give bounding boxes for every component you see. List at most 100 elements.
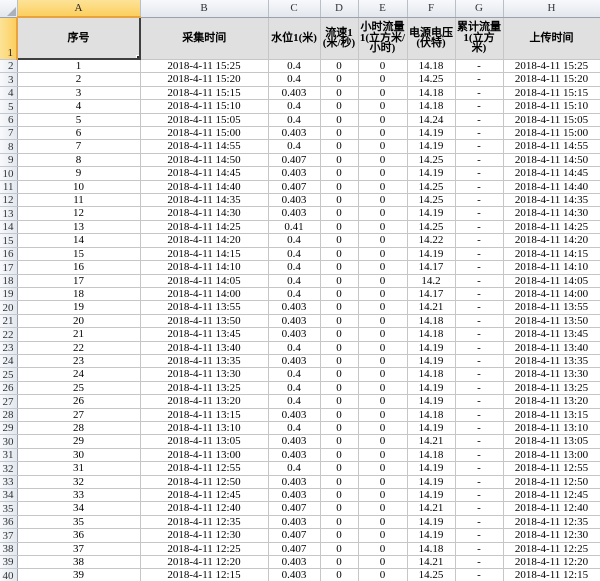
cell-B11[interactable]: 2018-4-11 14:40 [139, 179, 269, 195]
cell-A9[interactable]: 8 [16, 152, 141, 168]
row-header-23[interactable]: 23 [0, 341, 18, 355]
cell-F27[interactable]: 14.19 [406, 394, 456, 409]
row-header-17[interactable]: 17 [0, 260, 18, 275]
cell-A5[interactable]: 4 [16, 99, 141, 114]
cell-E10[interactable]: 0 [357, 166, 408, 181]
cell-C21[interactable]: 0.403 [267, 313, 321, 329]
cell-D20[interactable]: 0 [319, 300, 359, 315]
row-header-24[interactable]: 24 [0, 354, 18, 369]
cell-C23[interactable]: 0.4 [267, 340, 321, 355]
cell-B15[interactable]: 2018-4-11 14:20 [139, 233, 269, 248]
cell-E31[interactable]: 0 [357, 447, 408, 463]
cell-H9[interactable]: 2018-4-11 14:50 [502, 152, 600, 168]
cell-G17[interactable]: - [454, 260, 504, 275]
cell-D1[interactable]: 流速1(米/秒) [319, 16, 359, 60]
row-header-25[interactable]: 25 [0, 367, 18, 382]
cell-C28[interactable]: 0.403 [267, 407, 321, 422]
cell-C14[interactable]: 0.41 [267, 219, 321, 235]
row-header-40[interactable]: 40 [0, 568, 18, 581]
cell-A24[interactable]: 23 [16, 353, 141, 369]
column-header-G[interactable]: G [455, 0, 504, 18]
cell-C3[interactable]: 0.4 [267, 72, 321, 87]
cell-E28[interactable]: 0 [357, 407, 408, 422]
cell-D37[interactable]: 0 [319, 528, 359, 543]
row-header-21[interactable]: 21 [0, 314, 18, 329]
cell-A31[interactable]: 30 [16, 447, 141, 463]
cell-G15[interactable]: - [454, 233, 504, 248]
cell-A38[interactable]: 37 [16, 541, 141, 557]
cell-B24[interactable]: 2018-4-11 13:35 [139, 353, 269, 369]
cell-B19[interactable]: 2018-4-11 14:00 [139, 286, 269, 302]
cell-D27[interactable]: 0 [319, 394, 359, 409]
cell-D22[interactable]: 0 [319, 327, 359, 342]
cell-H26[interactable]: 2018-4-11 13:25 [502, 380, 600, 396]
cell-F6[interactable]: 14.24 [406, 112, 456, 128]
cell-C34[interactable]: 0.403 [267, 487, 321, 503]
row-header-31[interactable]: 31 [0, 448, 18, 463]
cell-A27[interactable]: 26 [16, 394, 141, 409]
cell-D38[interactable]: 0 [319, 541, 359, 557]
cell-A13[interactable]: 12 [16, 206, 141, 221]
cell-D32[interactable]: 0 [319, 461, 359, 476]
cell-F28[interactable]: 14.18 [406, 407, 456, 422]
cell-B9[interactable]: 2018-4-11 14:50 [139, 152, 269, 168]
row-header-5[interactable]: 5 [0, 99, 18, 114]
cell-D19[interactable]: 0 [319, 286, 359, 302]
cell-B22[interactable]: 2018-4-11 13:45 [139, 327, 269, 342]
cell-B10[interactable]: 2018-4-11 14:45 [139, 166, 269, 181]
cell-C40[interactable]: 0.403 [267, 568, 321, 581]
cell-C31[interactable]: 0.403 [267, 447, 321, 463]
cell-A7[interactable]: 6 [16, 126, 141, 141]
cell-C5[interactable]: 0.4 [267, 99, 321, 114]
row-header-8[interactable]: 8 [0, 139, 18, 154]
cell-E4[interactable]: 0 [357, 85, 408, 101]
cell-F32[interactable]: 14.19 [406, 461, 456, 476]
cell-G6[interactable]: - [454, 112, 504, 128]
cell-G3[interactable]: - [454, 72, 504, 87]
row-header-32[interactable]: 32 [0, 461, 18, 476]
cell-F30[interactable]: 14.21 [406, 434, 456, 449]
cell-F34[interactable]: 14.19 [406, 487, 456, 503]
cell-B12[interactable]: 2018-4-11 14:35 [139, 193, 269, 208]
cell-E33[interactable]: 0 [357, 474, 408, 490]
cell-A30[interactable]: 29 [16, 434, 141, 449]
cell-H14[interactable]: 2018-4-11 14:25 [502, 219, 600, 235]
cell-F39[interactable]: 14.21 [406, 555, 456, 570]
cell-F38[interactable]: 14.18 [406, 541, 456, 557]
cell-E39[interactable]: 0 [357, 555, 408, 570]
cell-C12[interactable]: 0.403 [267, 193, 321, 208]
cell-G34[interactable]: - [454, 487, 504, 503]
cell-D31[interactable]: 0 [319, 447, 359, 463]
cell-H21[interactable]: 2018-4-11 13:50 [502, 313, 600, 329]
cell-G30[interactable]: - [454, 434, 504, 449]
cell-E20[interactable]: 0 [357, 300, 408, 315]
select-all-corner[interactable] [0, 0, 18, 18]
row-header-35[interactable]: 35 [0, 501, 18, 516]
cell-C24[interactable]: 0.403 [267, 353, 321, 369]
cell-A2[interactable]: 1 [16, 58, 141, 74]
column-header-H[interactable]: H [503, 0, 600, 18]
cell-B37[interactable]: 2018-4-11 12:30 [139, 528, 269, 543]
cell-F24[interactable]: 14.19 [406, 353, 456, 369]
cell-H31[interactable]: 2018-4-11 13:00 [502, 447, 600, 463]
cell-H27[interactable]: 2018-4-11 13:20 [502, 394, 600, 409]
cell-F29[interactable]: 14.19 [406, 420, 456, 436]
cell-D39[interactable]: 0 [319, 555, 359, 570]
cell-E13[interactable]: 0 [357, 206, 408, 221]
cell-E8[interactable]: 0 [357, 139, 408, 154]
cell-B31[interactable]: 2018-4-11 13:00 [139, 447, 269, 463]
cell-F15[interactable]: 14.22 [406, 233, 456, 248]
cell-D40[interactable]: 0 [319, 568, 359, 581]
cell-B36[interactable]: 2018-4-11 12:35 [139, 514, 269, 530]
cell-H22[interactable]: 2018-4-11 13:45 [502, 327, 600, 342]
cell-D34[interactable]: 0 [319, 487, 359, 503]
cell-G23[interactable]: - [454, 340, 504, 355]
cell-H11[interactable]: 2018-4-11 14:40 [502, 179, 600, 195]
cell-B26[interactable]: 2018-4-11 13:25 [139, 380, 269, 396]
cell-G18[interactable]: - [454, 273, 504, 288]
cell-B18[interactable]: 2018-4-11 14:05 [139, 273, 269, 288]
row-header-16[interactable]: 16 [0, 247, 18, 262]
cell-E30[interactable]: 0 [357, 434, 408, 449]
cell-G4[interactable]: - [454, 85, 504, 101]
cell-B33[interactable]: 2018-4-11 12:50 [139, 474, 269, 490]
